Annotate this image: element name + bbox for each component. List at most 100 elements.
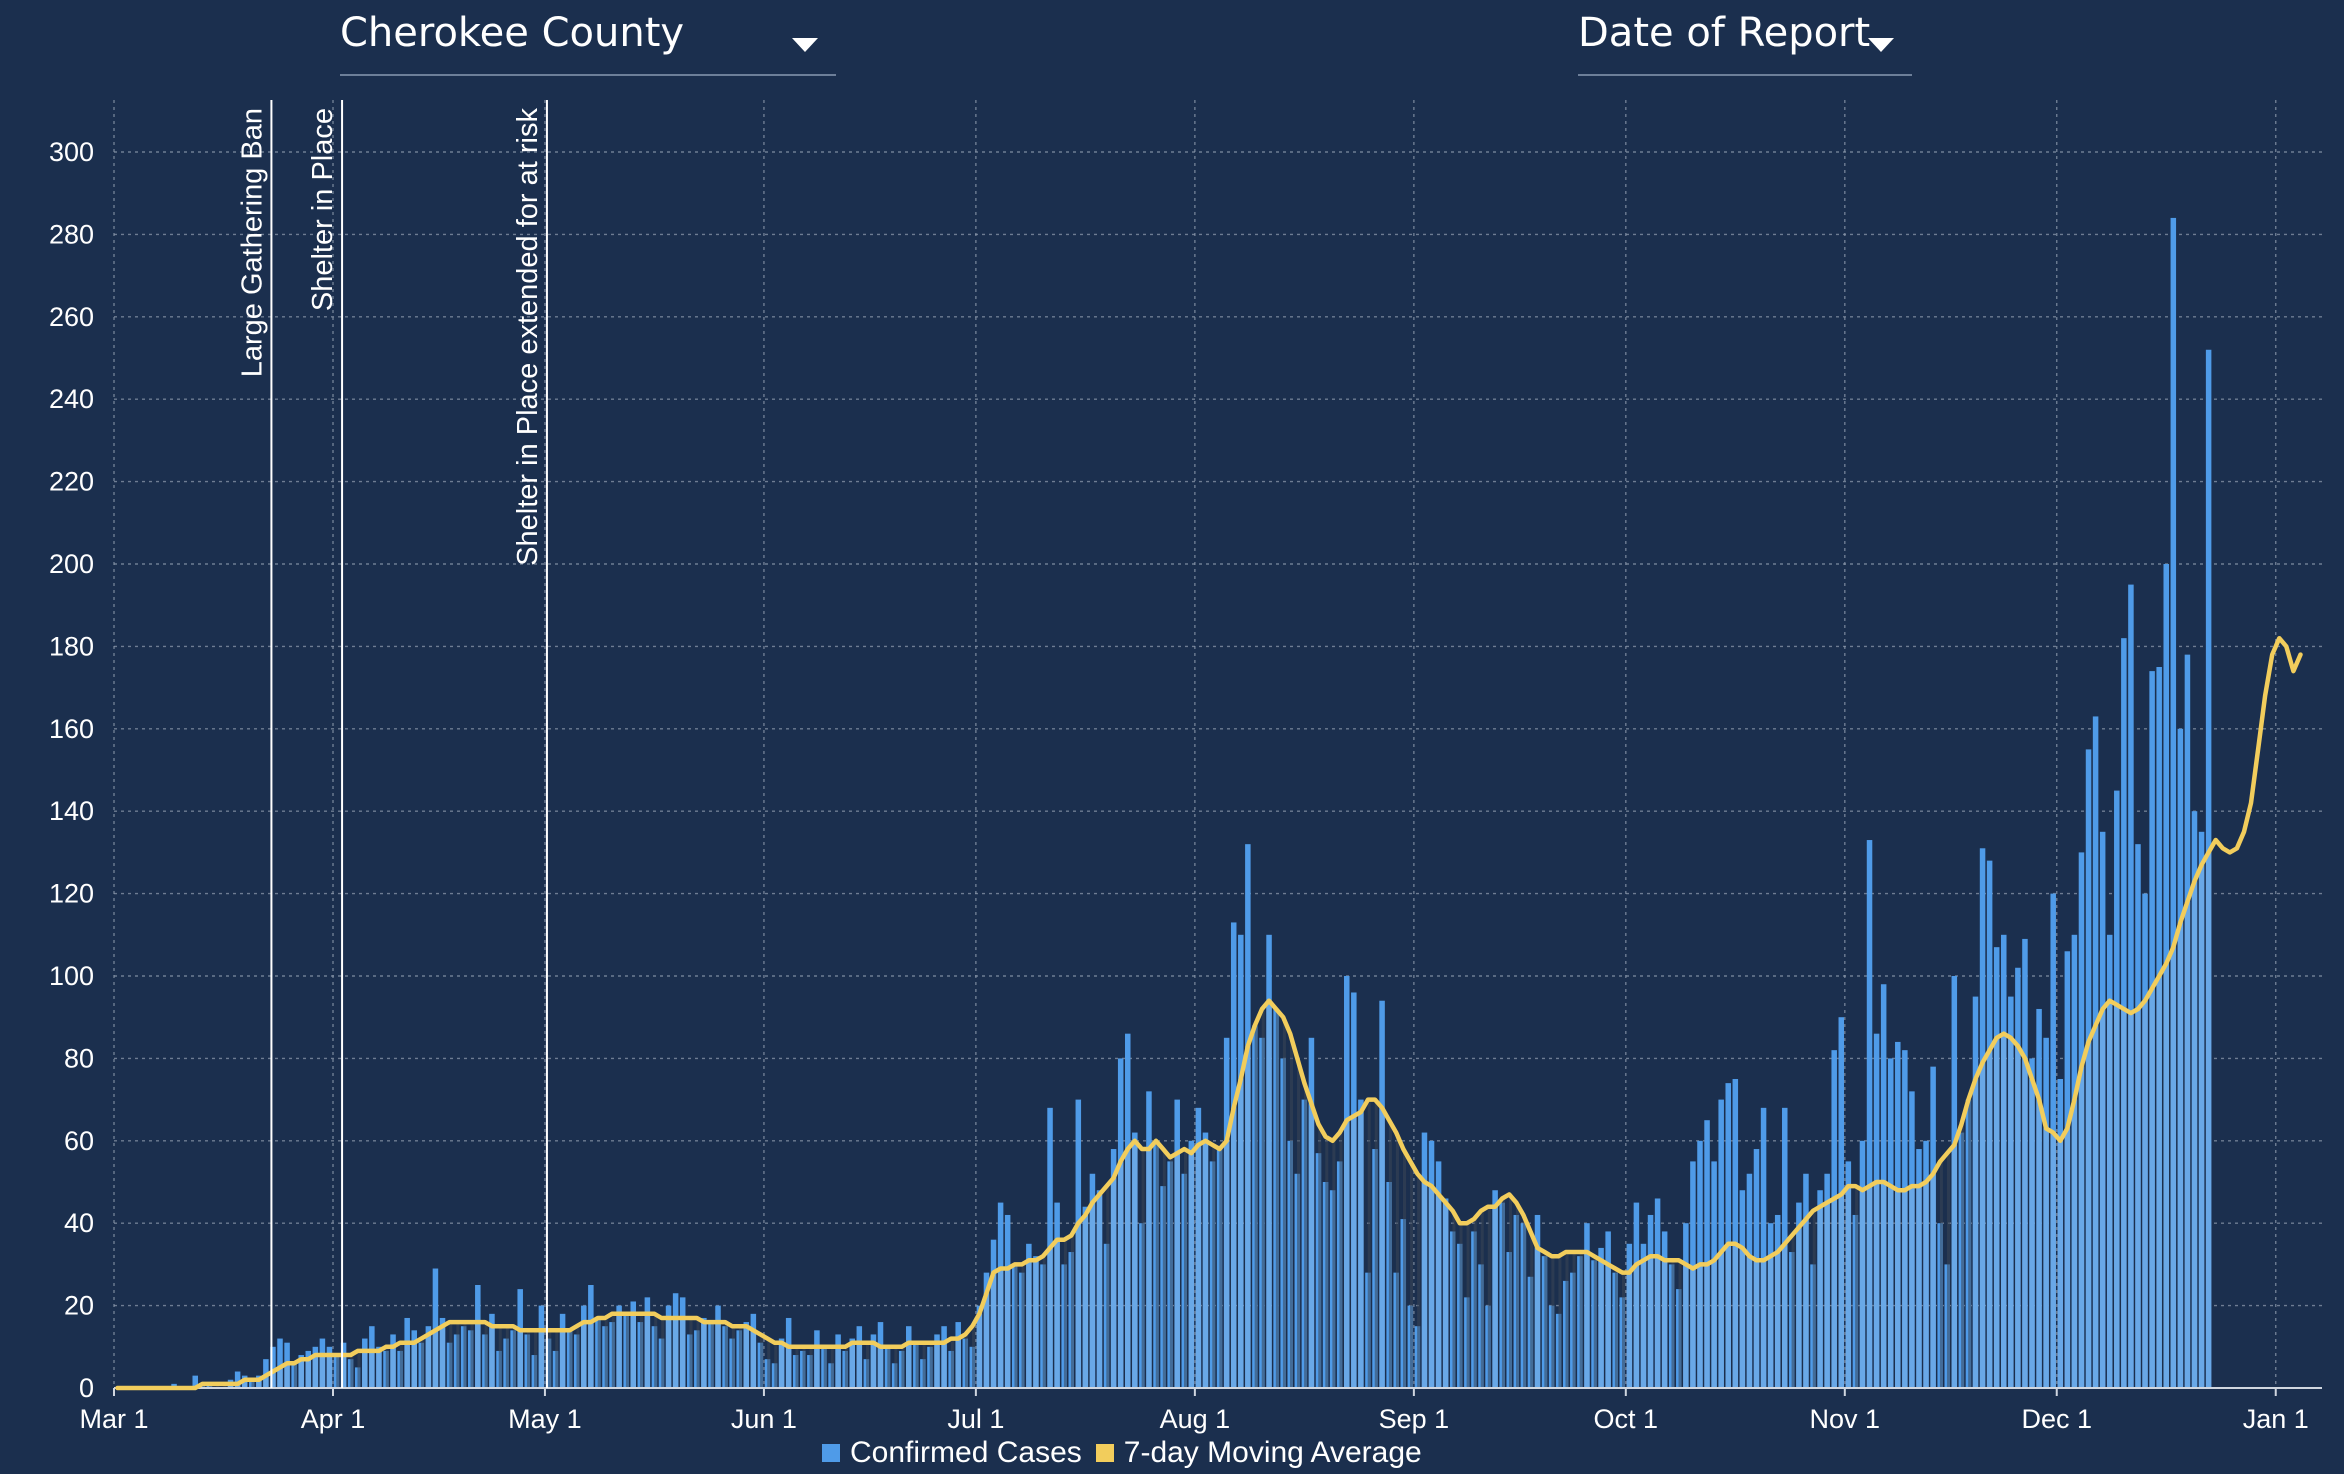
- bar-shadow: [1968, 1099, 1972, 1388]
- bar-confirmed-lower: [955, 1338, 961, 1388]
- bar-shadow: [421, 1338, 425, 1388]
- bar-confirmed-lower: [2163, 963, 2169, 1388]
- bar-shadow: [1812, 1210, 1816, 1388]
- bar-confirmed-lower: [2064, 1128, 2071, 1388]
- bar-confirmed: [192, 1375, 198, 1388]
- bar-shadow: [1297, 1058, 1301, 1388]
- bar-confirmed-lower: [1640, 1260, 1647, 1388]
- bar-shadow: [251, 1379, 255, 1388]
- bar-confirmed-lower: [1047, 1247, 1053, 1388]
- bar-confirmed: [1718, 1099, 1724, 1388]
- y-tick-label: 200: [49, 549, 94, 579]
- bar-confirmed: [1760, 1107, 1767, 1388]
- date-mode-selector[interactable]: Date of Report: [1578, 0, 1912, 76]
- bar-shadow: [802, 1346, 806, 1388]
- bar-shadow: [576, 1326, 580, 1388]
- bar-confirmed-lower: [1344, 1120, 1350, 1388]
- bar-confirmed-lower: [1033, 1260, 1039, 1388]
- bar-confirmed-lower: [298, 1359, 304, 1388]
- bar-shadow: [512, 1326, 516, 1388]
- bar-confirmed-lower: [941, 1342, 947, 1388]
- y-tick-label: 120: [49, 879, 94, 909]
- bar-confirmed: [2128, 584, 2134, 1388]
- bar-shadow: [972, 1326, 976, 1388]
- bar-confirmed-lower: [404, 1342, 410, 1388]
- event-label: Shelter in Place: [307, 108, 339, 311]
- bar-confirmed-lower: [340, 1355, 347, 1388]
- bar-shadow: [350, 1355, 354, 1388]
- bar-shadow: [1855, 1186, 1859, 1388]
- bar-confirmed-lower: [1873, 1182, 1880, 1388]
- bar-confirmed-lower: [1739, 1247, 1746, 1388]
- bar-confirmed-lower: [2022, 1058, 2028, 1388]
- bar-confirmed-lower: [1435, 1194, 1442, 1388]
- bar-shadow: [498, 1326, 502, 1388]
- bar-confirmed-lower: [312, 1355, 319, 1388]
- bar-confirmed-lower: [616, 1313, 622, 1388]
- bar-confirmed: [2170, 217, 2177, 1388]
- bar-confirmed-lower: [1845, 1186, 1852, 1388]
- bar-confirmed-lower: [1082, 1214, 1089, 1388]
- bar-confirmed-lower: [1132, 1140, 1138, 1388]
- bar-confirmed-lower: [665, 1317, 672, 1388]
- bar-shadow: [548, 1330, 552, 1388]
- bar-shadow: [1459, 1223, 1463, 1388]
- bar-confirmed-lower: [976, 1313, 983, 1388]
- bar-shadow: [1070, 1235, 1074, 1388]
- bar-confirmed-lower: [814, 1346, 820, 1388]
- bar-shadow: [823, 1346, 827, 1388]
- bar-confirmed-lower: [1986, 1050, 1993, 1388]
- bar-confirmed-lower: [2008, 1037, 2014, 1388]
- bar-confirmed-lower: [2106, 1000, 2113, 1388]
- bar-confirmed-lower: [1916, 1186, 1922, 1388]
- bar-confirmed-lower: [1308, 1103, 1315, 1388]
- x-tick-label: Dec 1: [2021, 1404, 2092, 1434]
- bar-confirmed-lower: [1859, 1190, 1866, 1388]
- bar-shadow: [1169, 1157, 1173, 1388]
- bar-confirmed-lower: [517, 1330, 523, 1388]
- bar-shadow: [929, 1342, 933, 1388]
- bar-confirmed-lower: [284, 1363, 290, 1388]
- bar-confirmed-lower: [369, 1350, 375, 1388]
- bar-shadow: [1565, 1252, 1569, 1388]
- bar-shadow: [1318, 1124, 1322, 1388]
- bar-confirmed-lower: [559, 1330, 566, 1388]
- bar-confirmed-lower: [588, 1322, 594, 1388]
- bar-confirmed-lower: [1824, 1202, 1830, 1388]
- bar-confirmed-lower: [1358, 1111, 1364, 1388]
- county-selector[interactable]: Cherokee County: [340, 0, 836, 76]
- bar-confirmed-lower: [1683, 1264, 1689, 1388]
- bar-confirmed-lower: [1732, 1243, 1739, 1388]
- bar-shadow: [964, 1334, 969, 1388]
- bar-shadow: [526, 1330, 531, 1388]
- bar-confirmed-lower: [1661, 1260, 1668, 1388]
- bar-confirmed-lower: [1004, 1268, 1011, 1388]
- bar-confirmed-lower: [1774, 1252, 1781, 1388]
- bar-confirmed-lower: [630, 1313, 636, 1388]
- bar-confirmed-lower: [701, 1322, 707, 1388]
- bar-confirmed-lower: [1866, 1186, 1873, 1388]
- bar-confirmed-lower: [1379, 1107, 1385, 1388]
- bar-confirmed-lower: [1979, 1062, 1986, 1388]
- bar-shadow: [1508, 1194, 1512, 1388]
- bar-confirmed-lower: [1817, 1206, 1823, 1388]
- bar-confirmed-lower: [2057, 1140, 2064, 1388]
- bar-confirmed-lower: [856, 1342, 863, 1388]
- bar-confirmed-lower: [2036, 1099, 2042, 1388]
- bar-confirmed-lower: [1880, 1182, 1887, 1388]
- bar-shadow: [654, 1313, 658, 1388]
- y-tick-label: 160: [49, 714, 94, 744]
- bar-shadow: [830, 1346, 834, 1388]
- bar-shadow: [1516, 1202, 1520, 1388]
- bar-shadow: [1162, 1149, 1166, 1388]
- bar-confirmed-lower: [1026, 1260, 1032, 1388]
- bar-confirmed-lower: [1534, 1247, 1541, 1388]
- legend-item-confirmed[interactable]: Confirmed Cases: [822, 1436, 1082, 1470]
- bar-confirmed-lower: [778, 1342, 785, 1388]
- bar-confirmed-lower: [2050, 1132, 2056, 1388]
- bar-shadow: [385, 1346, 389, 1388]
- bar-shadow: [293, 1363, 297, 1388]
- bar-shadow: [1261, 1008, 1265, 1388]
- bar-confirmed-lower: [2156, 976, 2162, 1388]
- legend-item-moving-average[interactable]: 7-day Moving Average: [1095, 1436, 1422, 1470]
